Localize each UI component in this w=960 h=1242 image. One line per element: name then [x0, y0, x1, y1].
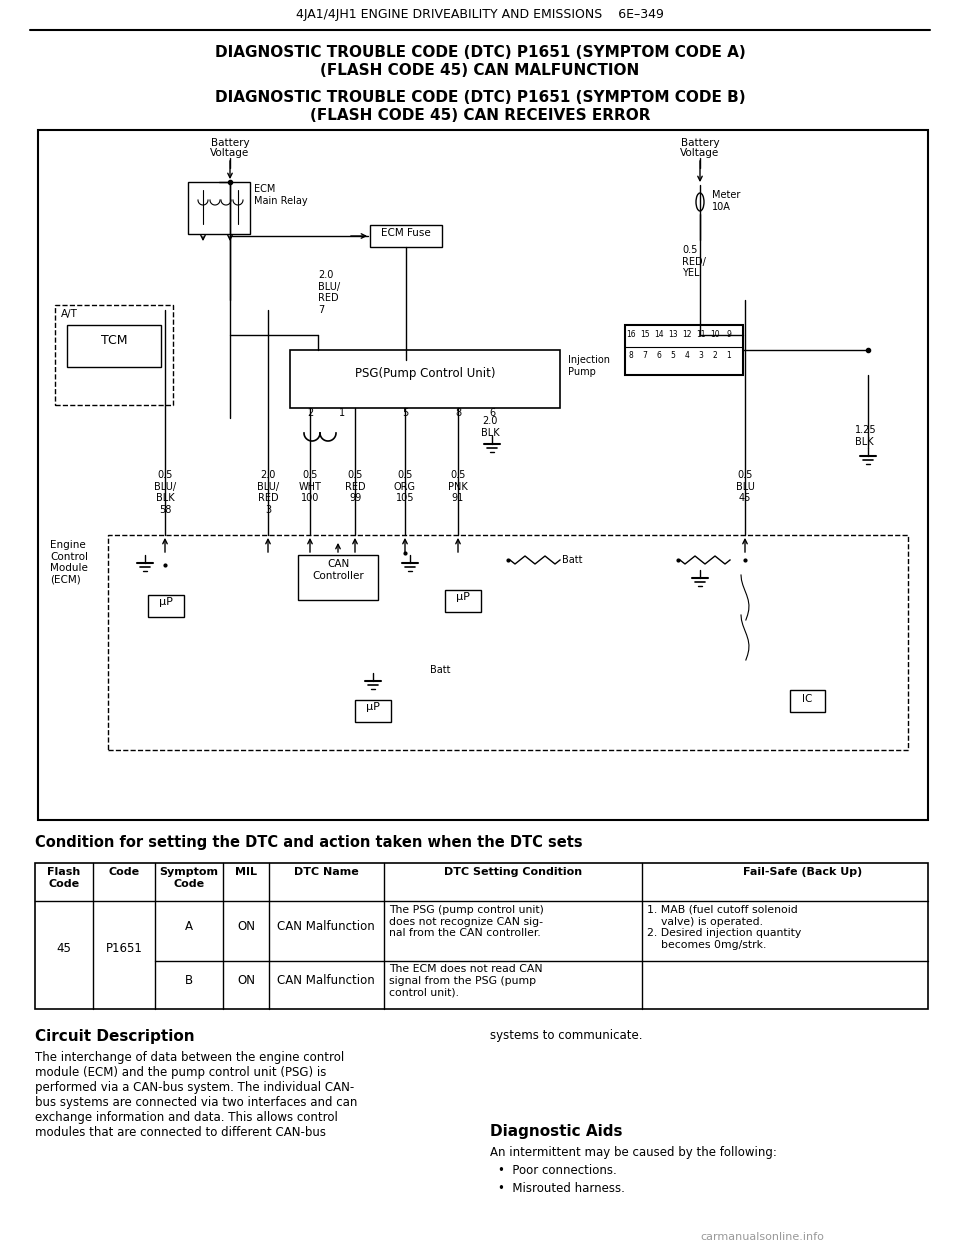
- Text: CAN
Controller: CAN Controller: [312, 559, 364, 581]
- Bar: [148, 595, 184, 617]
- Text: μP: μP: [366, 702, 380, 712]
- Text: 5: 5: [671, 351, 676, 360]
- Text: 0.5
ORG
105: 0.5 ORG 105: [394, 469, 416, 503]
- Text: 12: 12: [683, 330, 692, 339]
- Text: Diagnostic Aids: Diagnostic Aids: [490, 1124, 622, 1139]
- Text: 1.25
BLK: 1.25 BLK: [855, 425, 876, 447]
- Text: The interchange of data between the engine control
module (ECM) and the pump con: The interchange of data between the engi…: [35, 1051, 357, 1139]
- Text: Batt: Batt: [562, 555, 583, 565]
- Text: 2.0
BLU/
RED
3: 2.0 BLU/ RED 3: [257, 469, 279, 514]
- Text: DIAGNOSTIC TROUBLE CODE (DTC) P1651 (SYMPTOM CODE B): DIAGNOSTIC TROUBLE CODE (DTC) P1651 (SYM…: [215, 89, 745, 106]
- Text: •  Poor connections.: • Poor connections.: [498, 1164, 616, 1177]
- Text: 4: 4: [684, 351, 689, 360]
- Text: 0.5
BLU/
BLK
58: 0.5 BLU/ BLK 58: [154, 469, 176, 514]
- Text: 6: 6: [657, 351, 661, 360]
- Text: 15: 15: [640, 330, 650, 339]
- Text: CAN Malfunction: CAN Malfunction: [277, 974, 374, 986]
- Text: 7: 7: [642, 351, 647, 360]
- Bar: [298, 555, 378, 600]
- Bar: [625, 325, 743, 375]
- Text: 13: 13: [668, 330, 678, 339]
- Bar: [790, 691, 825, 712]
- Text: Voltage: Voltage: [681, 148, 720, 158]
- Text: 45: 45: [57, 943, 71, 955]
- Bar: [290, 350, 560, 409]
- Text: 5: 5: [402, 409, 408, 419]
- Text: carmanualsonline.info: carmanualsonline.info: [700, 1232, 824, 1242]
- Text: 2.0
BLK: 2.0 BLK: [481, 416, 499, 437]
- Text: Engine
Control
Module
(ECM): Engine Control Module (ECM): [50, 540, 88, 585]
- Text: TCM: TCM: [101, 334, 128, 348]
- Text: Symptom
Code: Symptom Code: [159, 867, 219, 888]
- Text: 8: 8: [455, 409, 461, 419]
- Text: ECM
Main Relay: ECM Main Relay: [254, 184, 307, 206]
- Text: 4JA1/4JH1 ENGINE DRIVEABILITY AND EMISSIONS    6E–349: 4JA1/4JH1 ENGINE DRIVEABILITY AND EMISSI…: [296, 7, 664, 21]
- Text: Meter
10A: Meter 10A: [712, 190, 740, 211]
- Text: Fail-Safe (Back Up): Fail-Safe (Back Up): [743, 867, 863, 877]
- Text: B: B: [185, 974, 193, 986]
- Text: CAN Malfunction: CAN Malfunction: [277, 919, 374, 933]
- Text: 0.5
RED
99: 0.5 RED 99: [345, 469, 366, 503]
- Text: 0.5
PNK
91: 0.5 PNK 91: [448, 469, 468, 503]
- Text: 9: 9: [727, 330, 732, 339]
- Text: MIL: MIL: [235, 867, 257, 877]
- Bar: [35, 863, 928, 1009]
- Text: DTC Setting Condition: DTC Setting Condition: [444, 867, 582, 877]
- Bar: [38, 130, 928, 820]
- Text: μP: μP: [456, 592, 470, 602]
- Text: (FLASH CODE 45) CAN MALFUNCTION: (FLASH CODE 45) CAN MALFUNCTION: [321, 63, 639, 78]
- Text: 10: 10: [710, 330, 720, 339]
- Text: A: A: [185, 919, 193, 933]
- Text: Voltage: Voltage: [210, 148, 250, 158]
- Text: (FLASH CODE 45) CAN RECEIVES ERROR: (FLASH CODE 45) CAN RECEIVES ERROR: [310, 108, 650, 123]
- Bar: [355, 700, 391, 722]
- Text: •  Misrouted harness.: • Misrouted harness.: [498, 1182, 625, 1195]
- Text: DTC Name: DTC Name: [294, 867, 358, 877]
- Text: A/T: A/T: [61, 309, 78, 319]
- Text: Circuit Description: Circuit Description: [35, 1030, 195, 1045]
- Text: 3: 3: [699, 351, 704, 360]
- Text: ECM Fuse: ECM Fuse: [381, 229, 431, 238]
- Text: μP: μP: [159, 597, 173, 607]
- Text: PSG(Pump Control Unit): PSG(Pump Control Unit): [355, 368, 495, 380]
- Text: An intermittent may be caused by the following:: An intermittent may be caused by the fol…: [490, 1146, 777, 1159]
- Text: 0.5
BLU
45: 0.5 BLU 45: [735, 469, 755, 503]
- Text: Batt: Batt: [430, 664, 450, 674]
- Text: 6: 6: [489, 409, 495, 419]
- Text: 2: 2: [712, 351, 717, 360]
- Text: 2: 2: [307, 409, 313, 419]
- Text: ON: ON: [237, 974, 255, 986]
- Text: 1: 1: [727, 351, 732, 360]
- Bar: [67, 325, 161, 366]
- Bar: [188, 183, 250, 233]
- Ellipse shape: [696, 193, 704, 211]
- Text: ON: ON: [237, 919, 255, 933]
- Text: The ECM does not read CAN
signal from the PSG (pump
control unit).: The ECM does not read CAN signal from th…: [389, 964, 542, 997]
- Text: 8: 8: [629, 351, 634, 360]
- Bar: [370, 225, 442, 247]
- Text: 0.5
WHT
100: 0.5 WHT 100: [299, 469, 322, 503]
- Text: The PSG (pump control unit)
does not recognize CAN sig-
nal from the CAN control: The PSG (pump control unit) does not rec…: [389, 905, 544, 938]
- Bar: [445, 590, 481, 612]
- Text: 14: 14: [654, 330, 663, 339]
- Text: 16: 16: [626, 330, 636, 339]
- Text: P1651: P1651: [106, 943, 142, 955]
- Text: Injection
Pump: Injection Pump: [568, 355, 610, 376]
- Text: IC: IC: [802, 694, 812, 704]
- Text: Code: Code: [108, 867, 139, 877]
- Text: 11: 11: [696, 330, 706, 339]
- Text: Flash
Code: Flash Code: [47, 867, 81, 888]
- Text: DIAGNOSTIC TROUBLE CODE (DTC) P1651 (SYMPTOM CODE A): DIAGNOSTIC TROUBLE CODE (DTC) P1651 (SYM…: [215, 45, 745, 60]
- Text: Condition for setting the DTC and action taken when the DTC sets: Condition for setting the DTC and action…: [35, 835, 583, 850]
- Bar: [108, 535, 908, 750]
- Text: 1. MAB (fuel cutoff solenoid
    valve) is operated.
2. Desired injection quanti: 1. MAB (fuel cutoff solenoid valve) is o…: [647, 905, 802, 950]
- Bar: [55, 306, 173, 405]
- Text: 0.5
RED/
YEL: 0.5 RED/ YEL: [682, 245, 706, 278]
- Text: systems to communicate.: systems to communicate.: [490, 1030, 642, 1042]
- Text: Battery: Battery: [681, 138, 719, 148]
- Text: Battery: Battery: [210, 138, 250, 148]
- Text: 1: 1: [339, 409, 345, 419]
- Text: 2.0
BLU/
RED
7: 2.0 BLU/ RED 7: [318, 270, 340, 314]
